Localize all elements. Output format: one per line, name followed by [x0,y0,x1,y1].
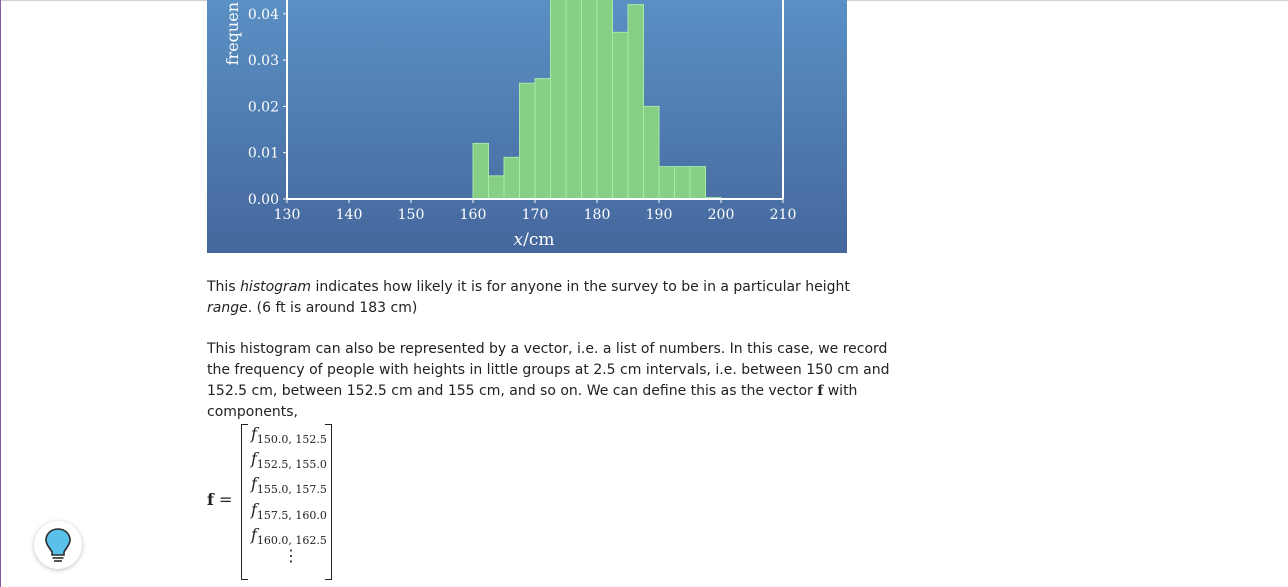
histogram-chart: 130 140 150 160 170 180 190 200 210 0.00 0.01 0.02… [207,0,847,253]
vector-explanation: This histogram can also be represented b… [207,341,890,420]
x-tick-label: 190 [646,207,673,223]
y-tick-label: 0.00 [248,192,279,208]
equation-lhs: f = [207,490,233,509]
x-axis-ticks: 130 140 150 160 170 180 190 200 210 [274,199,797,223]
y-tick-label: 0.02 [248,99,279,115]
emphasis-histogram: histogram [240,279,312,295]
help-button[interactable] [34,521,82,569]
left-bracket [241,424,248,580]
histogram-bars [472,0,722,200]
histogram-bar [643,105,660,200]
histogram-bar [503,156,520,200]
histogram-bar [519,82,536,200]
x-tick-label: 210 [770,207,797,223]
y-tick-label: 0.01 [248,146,279,162]
histogram-bar [565,0,582,200]
x-tick-label: 160 [460,207,487,223]
histogram-bar [689,166,706,200]
histogram-bar [550,0,567,200]
right-bracket [325,424,332,580]
vertical-ellipsis: ⋮ [283,546,299,565]
histogram-explanation: This histogram indicates how likely it i… [207,279,850,316]
histogram-bar [534,78,551,200]
vector-f-symbol: f [817,383,824,399]
histogram-bar [658,166,675,200]
x-tick-label: 180 [584,207,611,223]
histogram-bar [674,166,691,200]
y-axis-ticks: 0.00 0.01 0.02 0.03 0.04 [248,7,287,208]
vector-component: f155.0, 157.5 [251,474,327,497]
x-tick-label: 130 [274,207,301,223]
histogram-bar [596,0,613,200]
y-tick-label: 0.04 [248,7,279,23]
x-tick-label: 200 [708,207,735,223]
vector-equation: f = f150.0, 152.5 f152.5, 155.0 f155.0, … [207,420,407,582]
vector-component: f150.0, 152.5 [251,424,327,447]
vector-component: f152.5, 155.0 [251,449,327,472]
histogram-bar [581,0,598,200]
emphasis-range: range [207,300,248,316]
vector-component: f160.0, 162.5 [251,525,327,548]
lightbulb-icon [45,528,71,562]
x-tick-label: 140 [336,207,363,223]
histogram-bar [627,4,644,200]
x-tick-label: 150 [398,207,425,223]
vector-component: f157.5, 160.0 [251,500,327,523]
y-tick-label: 0.03 [248,53,279,69]
x-axis-label: x/cm [514,230,555,250]
histogram-bar [472,142,489,200]
y-axis-label: frequen [223,2,242,65]
x-tick-label: 170 [522,207,549,223]
histogram-bar [612,31,629,200]
histogram-bar [488,175,505,200]
